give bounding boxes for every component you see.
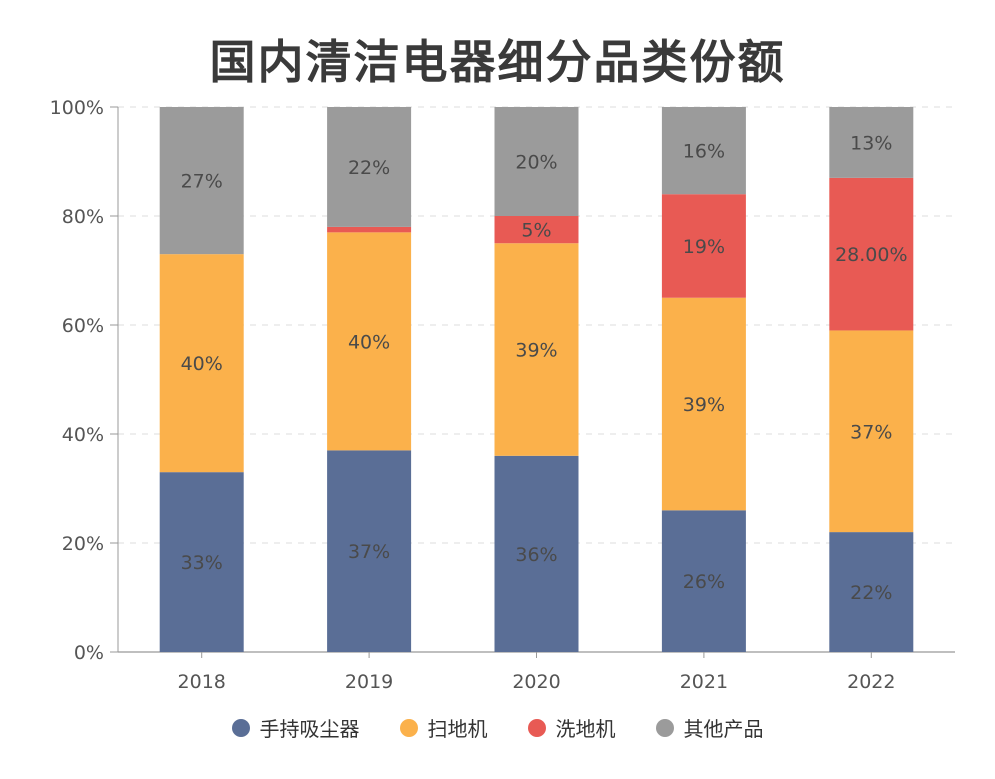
legend-item: 扫地机 bbox=[399, 713, 488, 742]
data-label: 16% bbox=[683, 141, 725, 163]
y-tick-label: 80% bbox=[62, 206, 104, 228]
data-label: 26% bbox=[683, 571, 725, 593]
stacked-bar-chart: 0% 20% 40% 60% 80% 100% 33% 40% 27% 2018 37% 40% 22%… bbox=[50, 97, 955, 693]
legend-item: 手持吸尘器 bbox=[231, 713, 360, 742]
y-tick-label: 0% bbox=[74, 642, 104, 664]
data-label: 22% bbox=[850, 582, 892, 604]
legend-swatch bbox=[527, 718, 546, 737]
y-tick-label: 100% bbox=[50, 97, 104, 119]
legend-label: 其他产品 bbox=[683, 717, 764, 741]
chart-legend: 手持吸尘器 扫地机 洗地机 其他产品 bbox=[0, 713, 995, 742]
bar-segment bbox=[494, 216, 579, 244]
legend-swatch bbox=[655, 718, 674, 737]
data-label: 20% bbox=[515, 152, 557, 174]
x-tick-label: 2020 bbox=[512, 671, 560, 693]
data-label: 39% bbox=[515, 340, 557, 362]
bar-segment bbox=[661, 107, 746, 195]
data-label: 40% bbox=[181, 353, 223, 375]
data-label: 27% bbox=[181, 171, 223, 193]
bar-segment bbox=[327, 232, 412, 451]
bar-segment bbox=[829, 330, 914, 533]
y-tick-label: 20% bbox=[62, 533, 104, 555]
bar-segment bbox=[159, 472, 244, 652]
data-label: 37% bbox=[348, 541, 390, 563]
y-tick-label: 60% bbox=[62, 315, 104, 337]
legend-swatch bbox=[231, 718, 250, 737]
legend-item: 其他产品 bbox=[655, 713, 764, 742]
legend-label: 洗地机 bbox=[555, 717, 616, 741]
data-label: 28.00% bbox=[835, 244, 907, 266]
x-tick-label: 2019 bbox=[345, 671, 393, 693]
bar-segment bbox=[661, 297, 746, 511]
bar-segment bbox=[661, 510, 746, 652]
bar-segment bbox=[159, 254, 244, 473]
data-label: 33% bbox=[181, 552, 223, 574]
legend-swatch bbox=[399, 718, 418, 737]
bar-segment bbox=[829, 532, 914, 652]
data-label: 13% bbox=[850, 132, 892, 154]
data-label: 37% bbox=[850, 421, 892, 443]
bar-segment bbox=[327, 450, 412, 652]
y-tick-label: 40% bbox=[62, 424, 104, 446]
legend-label: 手持吸尘器 bbox=[259, 717, 360, 741]
x-tick-label: 2021 bbox=[680, 671, 728, 693]
data-label: 5% bbox=[521, 220, 551, 242]
data-label: 19% bbox=[683, 236, 725, 258]
bar-segment bbox=[327, 226, 412, 233]
legend-label: 扫地机 bbox=[427, 717, 488, 741]
bar-segment bbox=[829, 107, 914, 178]
data-label: 40% bbox=[348, 331, 390, 353]
data-label: 36% bbox=[515, 544, 557, 566]
x-tick-label: 2018 bbox=[178, 671, 226, 693]
legend-item: 洗地机 bbox=[527, 713, 616, 742]
bar-segment bbox=[159, 107, 244, 255]
bar-segment bbox=[327, 107, 412, 227]
bar-segment bbox=[661, 194, 746, 298]
chart-title: 国内清洁电器细分品类份额 bbox=[209, 35, 786, 89]
bar-segment bbox=[829, 177, 914, 331]
bar-segment bbox=[494, 455, 579, 652]
bar-segment bbox=[494, 243, 579, 456]
data-label: 39% bbox=[683, 394, 725, 416]
data-label: 22% bbox=[348, 157, 390, 179]
x-tick-label: 2022 bbox=[847, 671, 895, 693]
bar-segment bbox=[494, 107, 579, 216]
